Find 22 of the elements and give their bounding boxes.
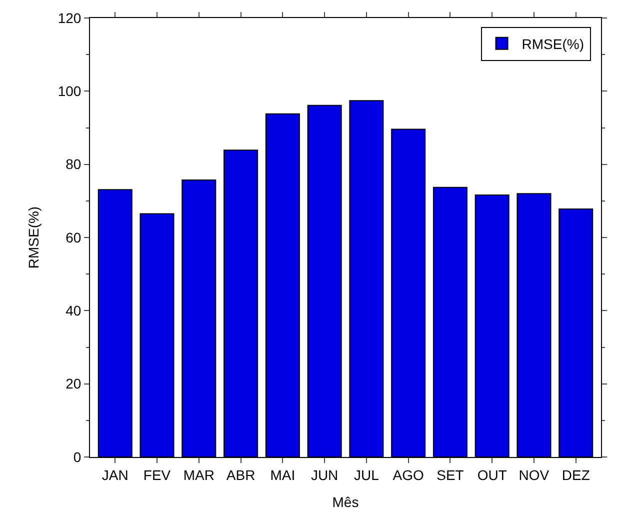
y-tick-label: 60 <box>66 229 82 246</box>
x-tick-label: MAR <box>183 466 214 483</box>
x-tick-label: JUL <box>354 466 380 483</box>
x-tick-label: ABR <box>226 466 256 483</box>
x-tick-label: JUN <box>310 466 338 483</box>
y-axis-title: RMSE(%) <box>25 206 42 269</box>
x-tick-label: MAI <box>270 466 296 483</box>
y-tick-label: 100 <box>58 83 82 100</box>
x-tick-label: NOV <box>518 466 550 483</box>
x-tick-label: FEV <box>143 466 172 483</box>
x-tick-label: OUT <box>477 466 508 483</box>
y-tick-label: 120 <box>58 10 82 26</box>
y-tick-label: 80 <box>66 156 82 172</box>
x-tick-label: SET <box>436 466 464 483</box>
legend-label: RMSE(%) <box>522 36 584 52</box>
x-tick-label: AGO <box>392 466 424 483</box>
x-tick-label: JAN <box>102 466 128 483</box>
x-axis-title: Mês <box>332 494 359 510</box>
y-tick-label: 0 <box>73 448 82 465</box>
x-tick-label: DEZ <box>562 466 590 483</box>
y-tick-label: 40 <box>66 302 82 319</box>
y-tick-label: 20 <box>66 376 82 392</box>
